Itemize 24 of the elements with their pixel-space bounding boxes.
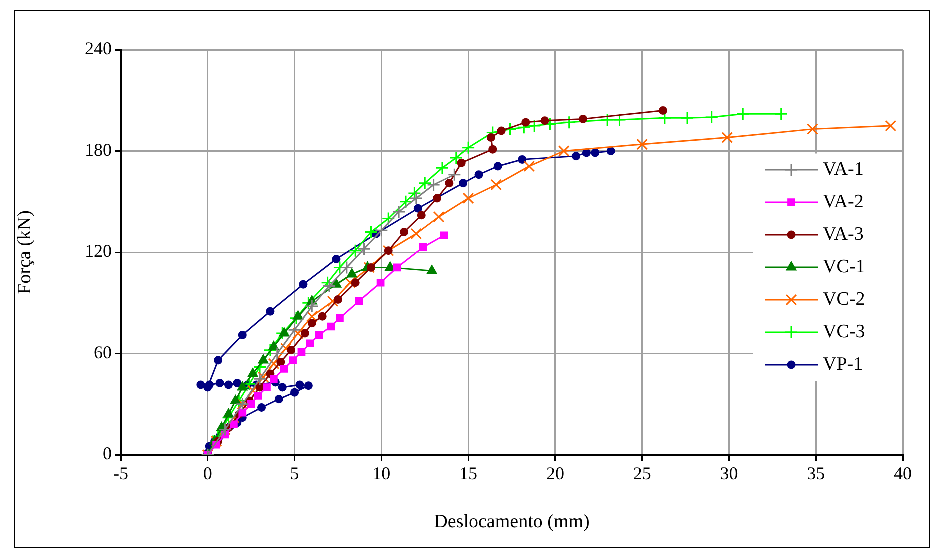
legend-label: VC-3 (823, 321, 866, 342)
legend-label: VA-3 (823, 224, 864, 245)
x-tick-label: 25 (633, 464, 652, 484)
x-tick-label: 20 (546, 464, 564, 484)
y-tick-label: 0 (103, 444, 112, 464)
x-axis-title: Deslocamento (mm) (434, 512, 590, 533)
x-tick-label: 35 (807, 464, 826, 484)
y-tick-label: 60 (94, 342, 112, 362)
x-tick-label: -5 (114, 464, 128, 484)
x-tick-label: 15 (460, 464, 478, 484)
x-tick-label: 0 (203, 464, 212, 484)
y-tick-label: 240 (85, 38, 112, 59)
x-tick-label: 40 (894, 464, 912, 484)
legend-label: VA-2 (823, 191, 864, 212)
legend-label: VC-1 (823, 256, 866, 278)
x-tick-label: 10 (372, 464, 391, 484)
y-tick-label: 120 (85, 241, 112, 262)
x-tick-label: 30 (720, 464, 738, 484)
y-tick-label: 180 (85, 140, 112, 160)
x-tick-label: 5 (290, 464, 300, 484)
legend-label: VP-1 (823, 354, 864, 375)
legend-label: VA-1 (823, 158, 864, 180)
legend-label: VC-2 (823, 288, 866, 310)
y-axis-title: Força (kN) (14, 210, 36, 294)
